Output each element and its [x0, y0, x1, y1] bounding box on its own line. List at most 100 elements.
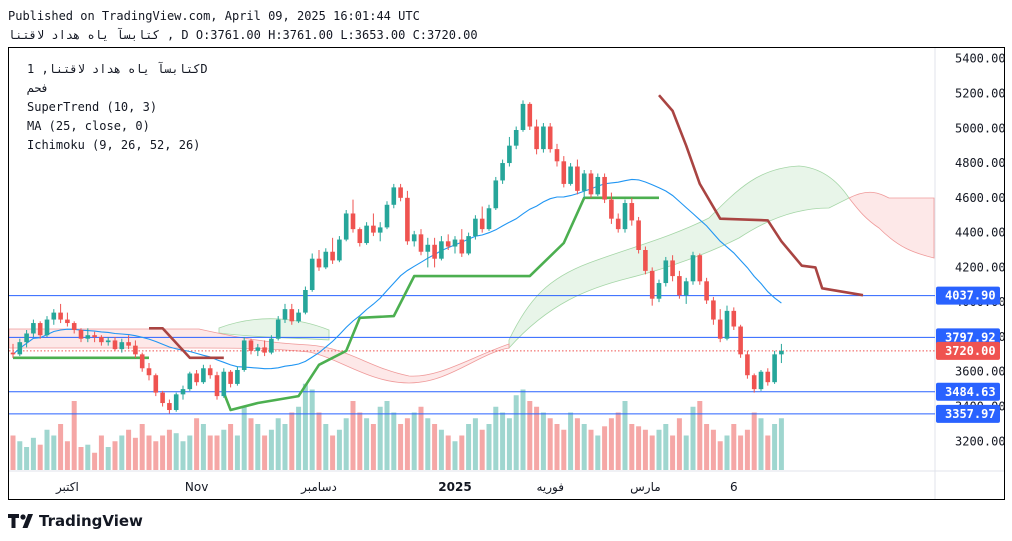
- volume-bar: [166, 429, 172, 470]
- candle-body: [765, 371, 771, 383]
- published-line: Published on TradingView.com, April 09, …: [8, 9, 420, 23]
- volume-bar: [758, 418, 764, 470]
- candle-body: [629, 203, 635, 221]
- volume-bar: [547, 418, 553, 470]
- volume-bar: [751, 412, 757, 470]
- candle-body: [554, 149, 560, 162]
- candle-body: [534, 126, 539, 150]
- y-tick-label: 5200.00: [955, 86, 1004, 100]
- candle-body: [425, 244, 431, 252]
- volume-bar: [282, 424, 288, 470]
- candle-body: [609, 199, 614, 219]
- candle-body: [37, 323, 43, 336]
- candle-body: [745, 354, 750, 376]
- price-label-box: [936, 328, 1000, 347]
- volume-bar: [765, 435, 771, 470]
- volume-bar: [778, 418, 784, 470]
- legend-ichimoku[interactable]: Ichimoku (9, 26, 52, 26): [27, 138, 201, 152]
- candle-body: [65, 319, 70, 324]
- volume-bar: [520, 389, 526, 470]
- y-tick-label: 4600.00: [955, 191, 1004, 205]
- candle-body: [649, 270, 655, 299]
- candle-body: [350, 213, 356, 230]
- candle-body: [371, 225, 376, 233]
- price-label-box: [936, 341, 1000, 360]
- candle-body: [105, 340, 111, 343]
- chart-panel[interactable]: 3200.003400.003600.003800.004000.004200.…: [8, 47, 1005, 500]
- y-tick-label: 3600.00: [955, 365, 1004, 379]
- volume-bar: [744, 429, 750, 470]
- volume-bar: [472, 418, 478, 470]
- candle-body: [31, 323, 36, 334]
- supertrend-down-line: [658, 94, 864, 297]
- candle-body: [330, 251, 335, 261]
- volume-bar: [622, 401, 628, 470]
- candle-body: [704, 281, 709, 301]
- volume-bar: [248, 418, 254, 470]
- candle-body: [520, 103, 526, 130]
- candle-body: [316, 258, 322, 268]
- candle-body: [677, 276, 682, 296]
- volume-bar: [697, 401, 703, 470]
- candle-body: [235, 370, 240, 384]
- volume-bar: [377, 406, 383, 470]
- volume-bar: [493, 406, 499, 470]
- volume-bar: [173, 433, 179, 470]
- y-tick-label: 4400.00: [955, 226, 1004, 240]
- volume-bar: [704, 424, 710, 470]
- candle-body: [377, 227, 383, 233]
- candle-body: [10, 352, 16, 355]
- candle-body: [221, 371, 227, 397]
- volume-bar: [445, 435, 451, 470]
- candle-body: [479, 218, 485, 230]
- price-label-box: [936, 382, 1000, 401]
- candle-body: [561, 161, 567, 184]
- candle-body: [405, 197, 410, 242]
- volume-bar: [336, 429, 342, 470]
- candle-body: [717, 319, 723, 339]
- volume-bar: [404, 418, 410, 470]
- volume-bar: [534, 406, 540, 470]
- volume-bar: [676, 418, 682, 470]
- candle-body: [194, 373, 199, 383]
- brand-name: TradingView: [39, 512, 143, 530]
- candle-body: [670, 260, 675, 277]
- candle-body: [24, 333, 29, 343]
- volume-bar: [78, 447, 84, 470]
- volume-bar: [316, 412, 322, 470]
- candle-body: [99, 336, 104, 343]
- candle-body: [575, 166, 580, 191]
- candle-body: [119, 342, 125, 350]
- candle-body: [690, 255, 696, 282]
- candle-body: [248, 340, 254, 351]
- tradingview-brand[interactable]: TradingView: [8, 512, 143, 530]
- candle-body: [466, 236, 471, 254]
- candle-body: [167, 403, 172, 410]
- volume-bar: [432, 424, 438, 470]
- candle-body: [486, 208, 492, 230]
- candle-body: [391, 187, 397, 205]
- ma-line: [12, 178, 782, 370]
- volume-bar: [670, 435, 676, 470]
- price-label: 3357.97: [945, 407, 996, 421]
- candle-body: [343, 213, 349, 240]
- volume-bar: [479, 429, 485, 470]
- candle-body: [78, 330, 84, 339]
- legend-supertrend[interactable]: SuperTrend (10, 3): [27, 100, 158, 114]
- candle-body: [51, 312, 57, 320]
- volume-bar: [724, 435, 730, 470]
- volume-bar: [398, 424, 404, 470]
- price-label: 3720.00: [945, 344, 996, 358]
- candle-body: [173, 394, 179, 410]
- volume-bar: [370, 424, 376, 470]
- candle-body: [139, 354, 145, 369]
- price-chart[interactable]: 3200.003400.003600.003800.004000.004200.…: [9, 48, 1004, 499]
- volume-bar: [425, 418, 431, 470]
- candle-body: [255, 347, 261, 351]
- volume-bar: [200, 424, 206, 470]
- candle-body: [85, 335, 91, 339]
- volume-bar: [527, 401, 533, 470]
- volume-bar: [17, 441, 23, 470]
- legend-ma[interactable]: MA (25, close, 0): [27, 119, 150, 133]
- y-tick-label: 5000.00: [955, 121, 1004, 135]
